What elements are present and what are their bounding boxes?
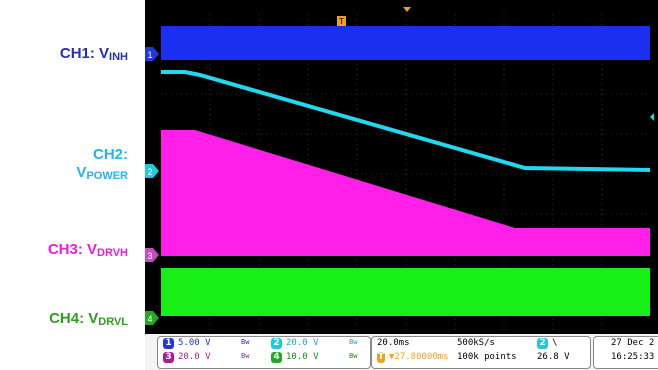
ch2-trace: [161, 70, 651, 172]
ch4-scale[interactable]: 4 10.0 V: [271, 352, 319, 363]
ch2-bandwidth-icon: Bw: [349, 338, 358, 346]
timebase-value[interactable]: 20.0ms: [377, 338, 410, 348]
timebase-box: [371, 336, 591, 369]
svg-text:3: 3: [147, 251, 152, 261]
ch2-trigger-level-marker: [650, 113, 654, 121]
ch3-label: CH3: VDRVH: [47, 241, 128, 259]
ch1-bandwidth-icon: Bw: [241, 338, 250, 346]
ch3-ground-marker: 3: [145, 248, 159, 262]
sample-rate: 500kS/s: [457, 338, 495, 348]
ch1-label: CH1: VINH: [59, 45, 128, 63]
ch2-scale[interactable]: 2 20.0 V: [271, 338, 319, 349]
ch3-scale[interactable]: 3 20.0 V: [163, 352, 211, 363]
ch3-trace: [161, 130, 650, 256]
ch1-scale[interactable]: 1 5.00 V: [163, 338, 211, 349]
date-display: 27 Dec 2: [611, 338, 655, 348]
ch2-label: CH2: VPOWER: [76, 146, 128, 182]
trigger-delay[interactable]: T ▼27.80000ms: [377, 352, 449, 363]
ch4-trace: [161, 268, 650, 316]
ch4-label: CH4: VDRVL: [49, 310, 128, 328]
ch1-ground-marker: 1: [145, 47, 159, 61]
oscilloscope-screen: T 1 2 3 4 1 5.00 V Bw 3 20.0 V Bw 2 20.0 V …: [145, 0, 658, 370]
trigger-delay-marker: [403, 7, 411, 12]
status-bar: 1 5.00 V Bw 3 20.0 V Bw 2 20.0 V Bw 4 10.0 V…: [145, 334, 658, 370]
ch4-bandwidth-icon: Bw: [349, 352, 358, 360]
trigger-source[interactable]: 2 \: [537, 338, 557, 349]
ch1-trace: [161, 26, 650, 60]
ch4-ground-marker: 4: [145, 311, 159, 325]
svg-text:1: 1: [147, 50, 152, 60]
waveform-display: T 1 2 3 4: [145, 0, 658, 334]
record-length: 100k points: [457, 352, 517, 362]
svg-text:2: 2: [147, 167, 152, 177]
svg-text:4: 4: [147, 314, 152, 324]
trigger-position-marker: [337, 16, 346, 26]
time-display: 16:25:33: [611, 352, 655, 362]
ch3-bandwidth-icon: Bw: [241, 352, 250, 360]
ch2-ground-marker: 2: [145, 164, 159, 178]
datetime-box: [593, 336, 658, 369]
trigger-level[interactable]: 26.8 V: [537, 352, 570, 362]
trigger-marker-label: T: [339, 17, 344, 26]
channel-settings-box: [157, 336, 371, 369]
